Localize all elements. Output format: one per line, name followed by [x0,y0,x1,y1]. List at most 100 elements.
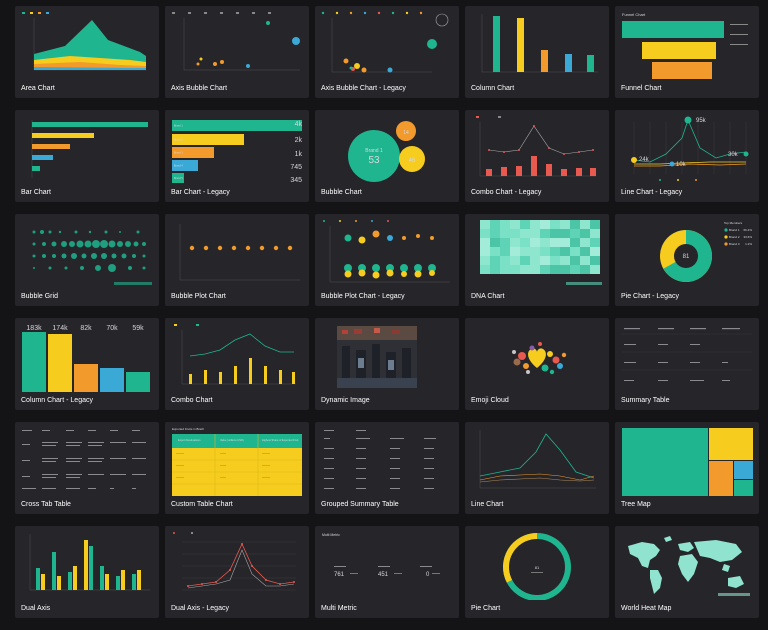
card-funnel-chart[interactable]: Funnel Chart Funnel Chart [615,6,759,98]
card-column-chart-legacy[interactable]: 183k 174k 82k 70k 59k Column Chart - Leg… [15,318,159,410]
dna-chart-preview [470,218,604,288]
dna-cell [510,229,520,238]
card-bar-chart[interactable]: Bar Chart [15,110,159,202]
card-summary-table[interactable]: Summary Table [615,318,759,410]
card-label: Bubble Plot Chart [171,293,226,300]
pie-legacy-pct: 66.4% [743,228,752,232]
dna-cell [480,256,490,265]
card-grouped-summary-table[interactable]: Grouped Summary Table [315,422,459,514]
card-emoji-cloud[interactable]: Emoji Cloud [465,318,609,410]
chart-gallery: Area Chart Axis Bubble Chart [15,6,759,626]
card-line-chart[interactable]: Line Chart [465,422,609,514]
dna-cell [570,220,580,229]
pie-chart-preview: 81 [470,530,604,600]
card-bubble-plot-legacy[interactable]: Bubble Plot Chart - Legacy [315,214,459,306]
card-bar-chart-legacy[interactable]: Brand 1 Brand 2 Brand 3 Brand 4 Brand 5 4k 2… [165,110,309,202]
card-pie-chart-legacy[interactable]: 81 Top Members Brand 1 Brand 2 Brand 3 66.… [615,214,759,306]
multi-metric-title: Multi Metric [322,533,340,537]
card-bubble-plot-chart[interactable]: Bubble Plot Chart [165,214,309,306]
dna-cell [560,256,570,265]
bar-chart-preview [20,114,154,184]
card-custom-table-chart[interactable]: Exported Fruits in Brazil Export Destina… [165,422,309,514]
card-tree-map[interactable]: Tree Map [615,422,759,514]
line-legacy-end: 30k [728,152,739,158]
dna-cell [490,247,500,256]
custom-table-header: Highest Share of Exported Fruit [262,438,299,442]
dna-cell [550,247,560,256]
card-label: Combo Chart - Legacy [471,189,542,196]
dna-cell [520,256,530,265]
custom-table-header: Export Destinations [178,438,201,442]
dna-cell [520,265,530,274]
bubble-brand-value: 53 [368,155,380,166]
line-chart-legacy-preview: 95k 24k 10k 30k [620,114,754,184]
card-label: Pie Chart [471,605,501,612]
dna-cell [510,220,520,229]
card-column-chart[interactable]: Column Chart [465,6,609,98]
dna-cell [540,220,550,229]
pie-legacy-legend: Brand 1 [729,228,740,232]
bar-legacy-value: 1k [295,151,303,158]
card-world-heat-map[interactable]: World Heat Map [615,526,759,618]
card-pie-chart[interactable]: 81 Pie Chart [465,526,609,618]
dna-cell [590,247,600,256]
dna-cell [560,247,570,256]
card-axis-bubble-legacy[interactable]: Axis Bubble Chart - Legacy [315,6,459,98]
bubble-chart-preview: Brand 1 53 46 14 [320,114,454,184]
dna-cell [590,238,600,247]
bar-legacy-brand: Brand 3 [174,152,183,155]
world-heat-map-preview [620,530,754,600]
dna-legend-bar [566,282,602,285]
card-label: Line Chart [471,501,504,508]
dna-cell [550,220,560,229]
dna-cell [510,265,520,274]
grouped-summary-table-preview [320,426,454,496]
card-label: Line Chart - Legacy [621,189,683,196]
dna-cell [590,265,600,274]
dna-cell [570,229,580,238]
card-label: Custom Table Chart [171,501,233,508]
column-chart-legacy-preview: 183k 174k 82k 70k 59k [20,322,154,392]
card-bubble-grid[interactable]: Bubble Grid [15,214,159,306]
area-chart-preview [20,10,154,80]
column-legacy-value: 174k [52,325,68,332]
dual-axis-legacy-preview [170,530,304,600]
card-line-chart-legacy[interactable]: 95k 24k 10k 30k Line Chart - Legacy [615,110,759,202]
tree-map-preview [620,426,754,496]
pie-legacy-pct: 33.6% [743,235,752,239]
pie-legacy-legend: Brand 3 [729,242,740,246]
dna-cell [550,238,560,247]
card-cross-tab-table[interactable]: Cross Tab Table [15,422,159,514]
dna-cell [540,229,550,238]
card-area-chart[interactable]: Area Chart [15,6,159,98]
multi-metric-value: 761 [334,572,345,578]
bar-legacy-value: 2k [295,137,303,144]
dna-cell [560,238,570,247]
pie-center: 81 [535,565,540,570]
card-axis-bubble-chart[interactable]: Axis Bubble Chart [165,6,309,98]
card-label: Tree Map [621,501,651,508]
bubble-brand-label: Brand 1 [365,148,383,154]
card-dual-axis-legacy[interactable]: Dual Axis - Legacy [165,526,309,618]
dna-cell [530,220,540,229]
card-label: Pie Chart - Legacy [621,293,679,300]
card-dual-axis[interactable]: Dual Axis [15,526,159,618]
dna-cell [530,247,540,256]
dna-cell [560,220,570,229]
dna-cell [490,238,500,247]
card-label: Multi Metric [321,605,357,612]
card-dna-chart[interactable]: DNA Chart [465,214,609,306]
card-multi-metric[interactable]: Multi Metric 761 451 0 Multi Metric [315,526,459,618]
bar-legacy-brand: Brand 2 [174,139,183,142]
dna-cell [590,229,600,238]
card-combo-chart-legacy[interactable]: Combo Chart - Legacy [465,110,609,202]
card-combo-chart[interactable]: Combo Chart [165,318,309,410]
dna-cell [520,220,530,229]
card-dynamic-image[interactable]: Dynamic Image [315,318,459,410]
card-bubble-chart[interactable]: Brand 1 53 46 14 Bubble Chart [315,110,459,202]
dna-cell [540,247,550,256]
card-label: Area Chart [21,85,55,92]
dna-cell [490,229,500,238]
dna-cell [590,220,600,229]
bubble-small-value: 14 [403,130,409,136]
